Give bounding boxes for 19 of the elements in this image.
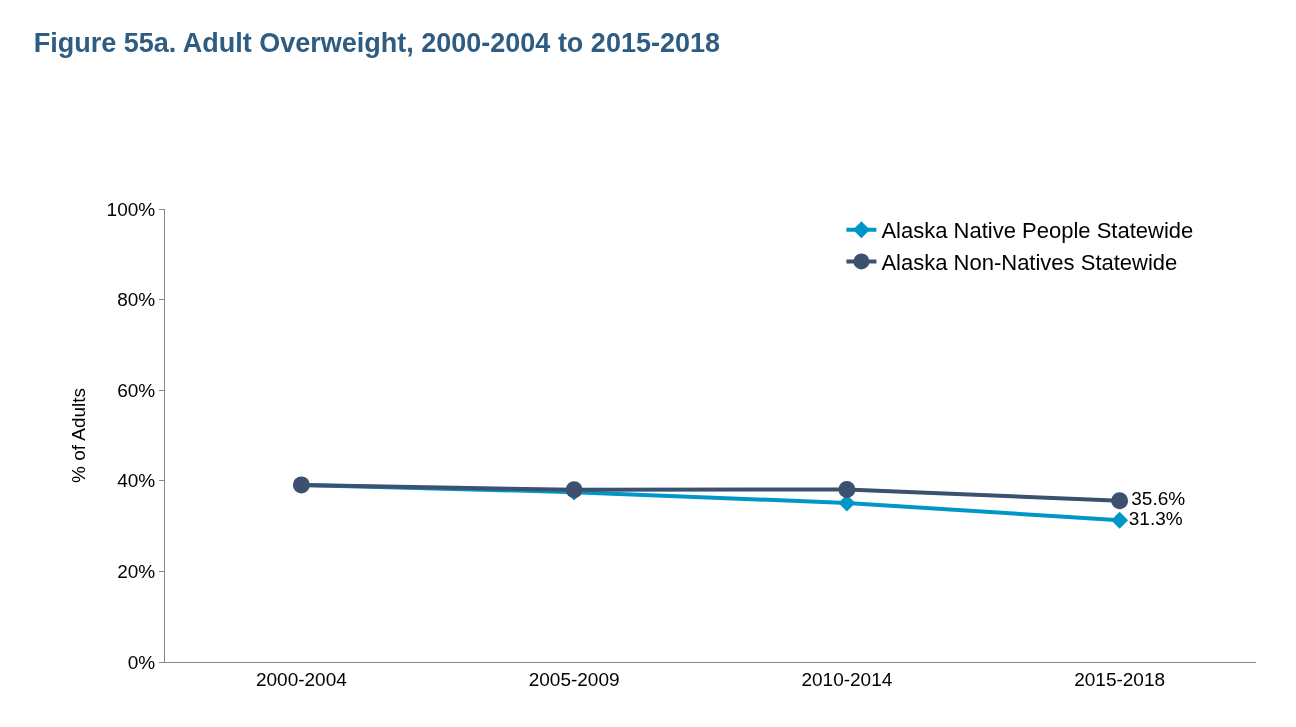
x-tick-label: 2010-2014: [801, 668, 893, 690]
y-tick-label: 20%: [117, 561, 156, 583]
data-label: 31.3%: [1128, 507, 1183, 529]
chart-title: Figure 55a. Adult Overweight, 2000-2004 to 2015-2018: [33, 27, 721, 58]
y-axis-title: % of Adults: [68, 387, 90, 484]
y-tick-label: 80%: [117, 289, 156, 311]
y-tick-label: 60%: [117, 379, 156, 401]
y-tick-label: 0%: [127, 651, 156, 673]
y-tick-label: 40%: [117, 470, 156, 492]
point: [1111, 511, 1129, 529]
data-label: 35.6%: [1131, 488, 1186, 510]
point: [1111, 492, 1129, 510]
y-tick-label: 100%: [106, 198, 156, 220]
point: [838, 480, 856, 498]
x-tick-label: 2015-2018: [1074, 668, 1166, 690]
x-tick-label: 2000-2004: [255, 668, 348, 690]
x-tick-label: 2005-2009: [528, 668, 620, 690]
legend-label: Alaska Native People Statewide: [881, 218, 1194, 244]
legend-label: Alaska Non-Natives Statewide: [881, 249, 1178, 275]
